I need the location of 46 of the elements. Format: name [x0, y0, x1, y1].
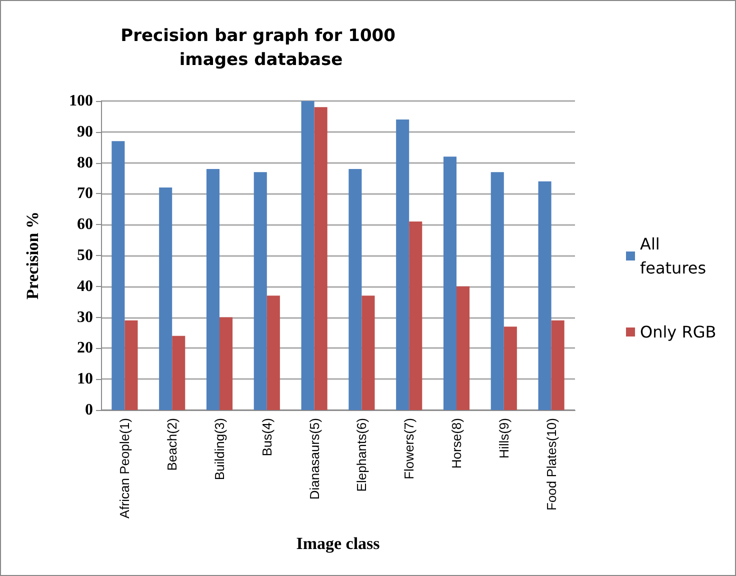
bar — [159, 188, 172, 410]
bar — [456, 286, 470, 410]
x-tick-label: Beach(2) — [164, 418, 180, 471]
bar — [254, 172, 267, 410]
y-tick-label: 100 — [69, 92, 93, 110]
chart-title: Precision bar graph for 1000 images database — [120, 26, 402, 70]
x-tick-label: Bus(4) — [259, 418, 274, 456]
x-tick-label: Horse(8) — [449, 418, 464, 469]
bar — [396, 120, 410, 410]
bar — [112, 141, 125, 410]
legend-label: All features — [640, 234, 706, 278]
x-tick-label: Dianasaurs(5) — [306, 418, 322, 500]
x-tick-label: Building(3) — [212, 418, 227, 480]
y-tick-label: 10 — [77, 370, 93, 388]
legend-label: Only RGB — [640, 322, 716, 342]
bar — [172, 336, 186, 410]
bar — [551, 320, 564, 410]
x-axis-title: Image class — [296, 534, 380, 553]
y-tick-label: 70 — [77, 185, 93, 202]
y-tick-label: 50 — [77, 247, 93, 264]
bar — [409, 222, 422, 410]
y-axis-title: Precision % — [23, 212, 42, 300]
bar — [124, 320, 138, 410]
x-tick-label: Flowers(7) — [402, 418, 417, 480]
x-tick-label: Elephants(6) — [354, 418, 370, 492]
y-tick-label: 0 — [85, 402, 93, 418]
x-tick-label: African People(1) — [117, 418, 132, 518]
y-tick-label: 40 — [77, 278, 93, 295]
bar — [220, 317, 233, 410]
y-tick-label: 80 — [77, 154, 93, 172]
bar — [443, 156, 456, 410]
y-tick-label: 30 — [77, 308, 93, 326]
x-tick-label: Hills(9) — [496, 418, 512, 458]
x-tick-label: Food Plates(10) — [544, 418, 559, 510]
bar — [504, 326, 517, 410]
bar — [266, 296, 280, 410]
y-tick-label: 60 — [77, 216, 93, 234]
bar — [314, 107, 328, 410]
bar — [490, 172, 504, 410]
bar — [206, 168, 220, 410]
bar — [301, 101, 314, 410]
y-tick-label: 90 — [77, 123, 93, 140]
bar — [348, 168, 362, 410]
y-tick-label: 20 — [77, 340, 93, 357]
bar — [538, 181, 552, 410]
bar — [362, 296, 375, 410]
